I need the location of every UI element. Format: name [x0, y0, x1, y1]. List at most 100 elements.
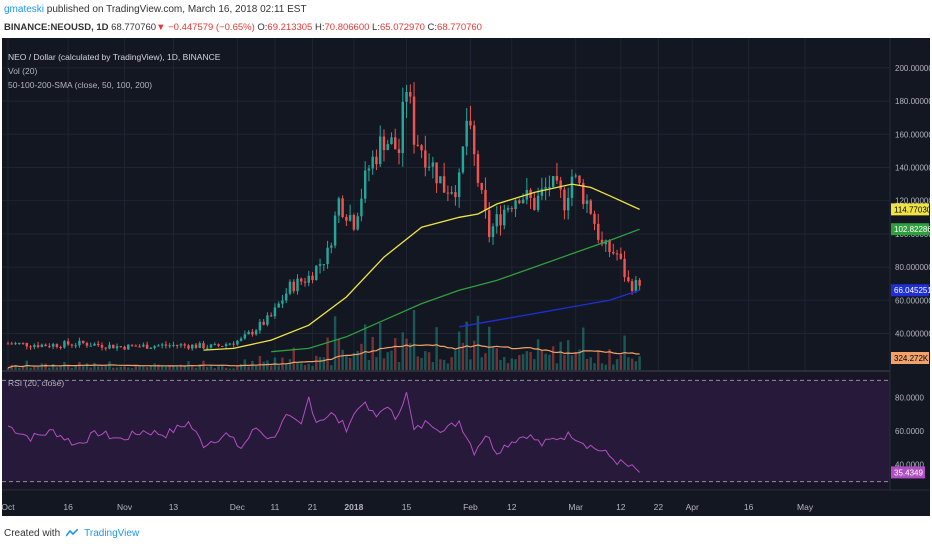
volume-bar: [559, 341, 562, 370]
created-with: Created with: [4, 528, 61, 539]
time-tick-label: May: [797, 502, 814, 512]
candle-body: [615, 253, 619, 255]
candle-body: [367, 168, 371, 171]
candle-body: [300, 278, 303, 282]
volume-bar: [269, 365, 273, 370]
volume-bar: [36, 367, 40, 370]
candle-body: [585, 200, 589, 204]
volume-bar: [277, 365, 280, 370]
volume-bar: [81, 365, 85, 370]
candle-body: [191, 344, 194, 349]
candle-body: [164, 344, 168, 346]
volume-bar: [89, 367, 92, 370]
volume-bar: [194, 367, 198, 370]
volume-bar: [597, 350, 600, 370]
candle-body: [582, 183, 585, 204]
candle-body: [179, 344, 183, 346]
low-label: L:: [372, 22, 380, 33]
volume-bar: [55, 367, 59, 370]
volume-bar: [439, 359, 442, 370]
candle-body: [612, 251, 615, 254]
volume-bar: [367, 360, 371, 370]
candle-body: [600, 239, 604, 245]
volume-bar: [134, 365, 138, 370]
time-tick-label: 2018: [344, 502, 363, 512]
last-price: 68.770760: [111, 22, 157, 33]
volume-bar: [330, 365, 333, 370]
candle-body: [232, 343, 235, 345]
volume-bar: [115, 367, 119, 370]
volume-bar: [585, 358, 589, 370]
chart-area[interactable]: 200.000000 180.000000 160.000000 140.000000…: [2, 38, 930, 516]
volume-bar: [604, 364, 608, 370]
candle-body: [326, 247, 329, 265]
author-link[interactable]: gmateski: [4, 4, 45, 15]
legend-sma: 50-100-200-SMA (close, 50, 100, 200): [8, 80, 152, 90]
volume-bar: [608, 349, 611, 370]
candle-body: [333, 215, 337, 246]
volume-bar: [382, 358, 386, 370]
volume-bar: [450, 357, 453, 370]
volume-bar: [183, 365, 186, 370]
tradingview-link[interactable]: TradingView: [84, 528, 140, 539]
volume-bar: [33, 366, 36, 370]
candle-body: [518, 200, 521, 204]
volume-bar: [536, 339, 540, 370]
volume-bar: [48, 367, 51, 370]
volume-bar: [6, 367, 10, 370]
candle-body: [194, 344, 198, 348]
candle-body: [315, 265, 318, 281]
time-tick-label: Oct: [2, 502, 15, 512]
volume-bar: [213, 368, 217, 370]
candle-body: [247, 331, 250, 335]
candle-body: [277, 303, 280, 308]
price-badge: [891, 203, 929, 216]
candle-body: [461, 146, 465, 173]
candle-body: [160, 344, 164, 346]
volume-bar: [221, 366, 224, 370]
volume-bar: [318, 357, 322, 370]
volume-bar: [409, 343, 412, 370]
high-label: H:: [314, 22, 325, 33]
volume-bar: [224, 367, 228, 370]
open-label: O:: [257, 22, 268, 33]
candle-body: [570, 176, 574, 198]
time-tick-label: 11: [271, 502, 280, 512]
candle-body: [292, 281, 295, 292]
candle-body: [198, 343, 201, 348]
price-badge-label: 66.045251: [894, 286, 930, 295]
candle-body: [78, 340, 81, 346]
volume-bar: [59, 366, 62, 370]
publish-info: published on TradingView.com, March 16, …: [46, 4, 307, 15]
volume-bar: [149, 365, 153, 370]
volume-bar: [243, 359, 247, 370]
close-label: C:: [427, 22, 438, 33]
volume-bar: [401, 332, 404, 370]
volume-bar: [551, 346, 555, 370]
candle-body: [213, 344, 217, 346]
volume-bar: [262, 361, 265, 370]
candle-body: [409, 91, 412, 97]
volume-bar: [435, 327, 438, 370]
candle-body: [480, 182, 483, 190]
time-tick-label: 16: [63, 502, 73, 512]
candle-body: [416, 144, 420, 146]
volume-bar: [356, 350, 359, 370]
candle-body: [29, 346, 32, 348]
time-tick-label: Feb: [463, 502, 478, 512]
price-chart[interactable]: 200.000000 180.000000 160.000000 140.000000…: [2, 38, 930, 516]
volume-bar: [85, 363, 89, 370]
time-tick-label: Apr: [686, 502, 699, 512]
candle-body: [44, 344, 47, 347]
candle-body: [555, 176, 559, 181]
volume-bar: [540, 349, 544, 370]
price-badge: [891, 223, 929, 236]
volume-bar: [164, 366, 168, 370]
price-tick-label: 60.000000: [895, 296, 930, 305]
candle-body: [14, 343, 17, 345]
candle-body: [224, 344, 228, 346]
volume-bar: [375, 357, 378, 370]
volume-bar: [315, 355, 318, 370]
candle-body: [70, 344, 74, 346]
volume-bar: [525, 351, 529, 370]
